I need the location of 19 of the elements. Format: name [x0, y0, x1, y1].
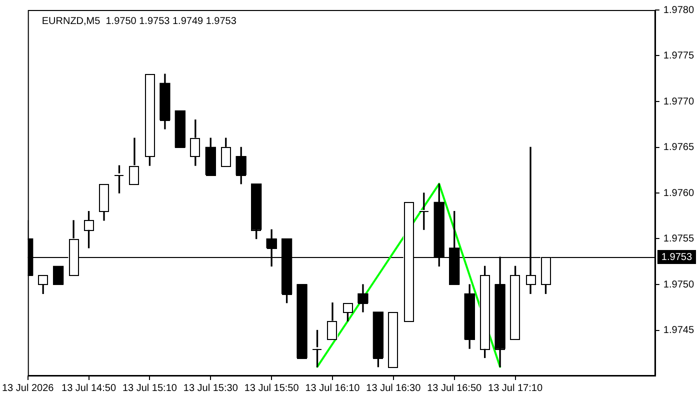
x-tick-label: 13 Jul 16:50 — [427, 382, 482, 394]
x-tick-label: 13 Jul 2026 — [2, 382, 54, 394]
y-tick-label: 1.9755 — [663, 234, 694, 244]
y-tick-label: 1.9770 — [663, 96, 694, 108]
x-tick-label: 13 Jul 14:50 — [62, 382, 116, 394]
y-tick-label: 1.9765 — [663, 142, 694, 153]
ref-line-label: 1.9753 — [661, 252, 692, 263]
text: EURNZD,M5 1.9750 1.9753 1.9749 1.9753 — [42, 16, 237, 27]
y-tick-label: 1.9750 — [663, 279, 694, 290]
x-tick-label: 13 Jul 16:30 — [366, 382, 422, 394]
x-tick-label: 13 Jul 15:30 — [183, 382, 238, 394]
x-tick-label: 13 Jul 17:10 — [488, 382, 543, 394]
x-tick-label: 13 Jul 15:10 — [122, 382, 178, 394]
x-tick-label: 13 Jul 15:50 — [244, 382, 300, 394]
y-tick-label: 1.9775 — [663, 50, 694, 62]
x-tick-label: 13 Jul 16:10 — [305, 382, 360, 394]
y-tick-label: 1.9780 — [663, 4, 694, 16]
y-tick-label: 1.9745 — [663, 325, 694, 336]
y-tick-label: 1.9760 — [663, 188, 694, 199]
